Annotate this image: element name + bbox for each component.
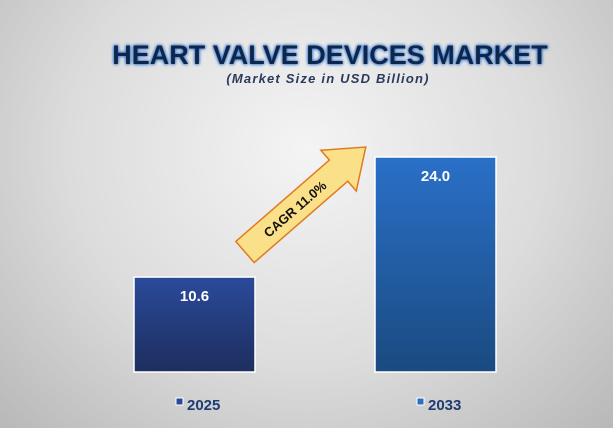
cagr-label: CAGR 11.0%	[261, 178, 330, 241]
chart-subtitle: (Market Size in USD Billion)	[226, 71, 429, 86]
data-label: 10.6	[180, 288, 209, 305]
legend-label: 2025	[187, 397, 220, 414]
cagr-arrow: CAGR 11.0%	[234, 146, 367, 264]
legend-label: 2033	[428, 397, 461, 414]
legend-swatch	[175, 397, 184, 406]
bar-2025	[133, 276, 256, 373]
chart-title: HEART VALVE DEVICES MARKET	[112, 40, 548, 70]
data-label: 24.0	[421, 168, 450, 185]
legend-swatch	[416, 397, 425, 406]
bar-2033	[374, 156, 497, 373]
arrow-shape	[234, 146, 367, 264]
